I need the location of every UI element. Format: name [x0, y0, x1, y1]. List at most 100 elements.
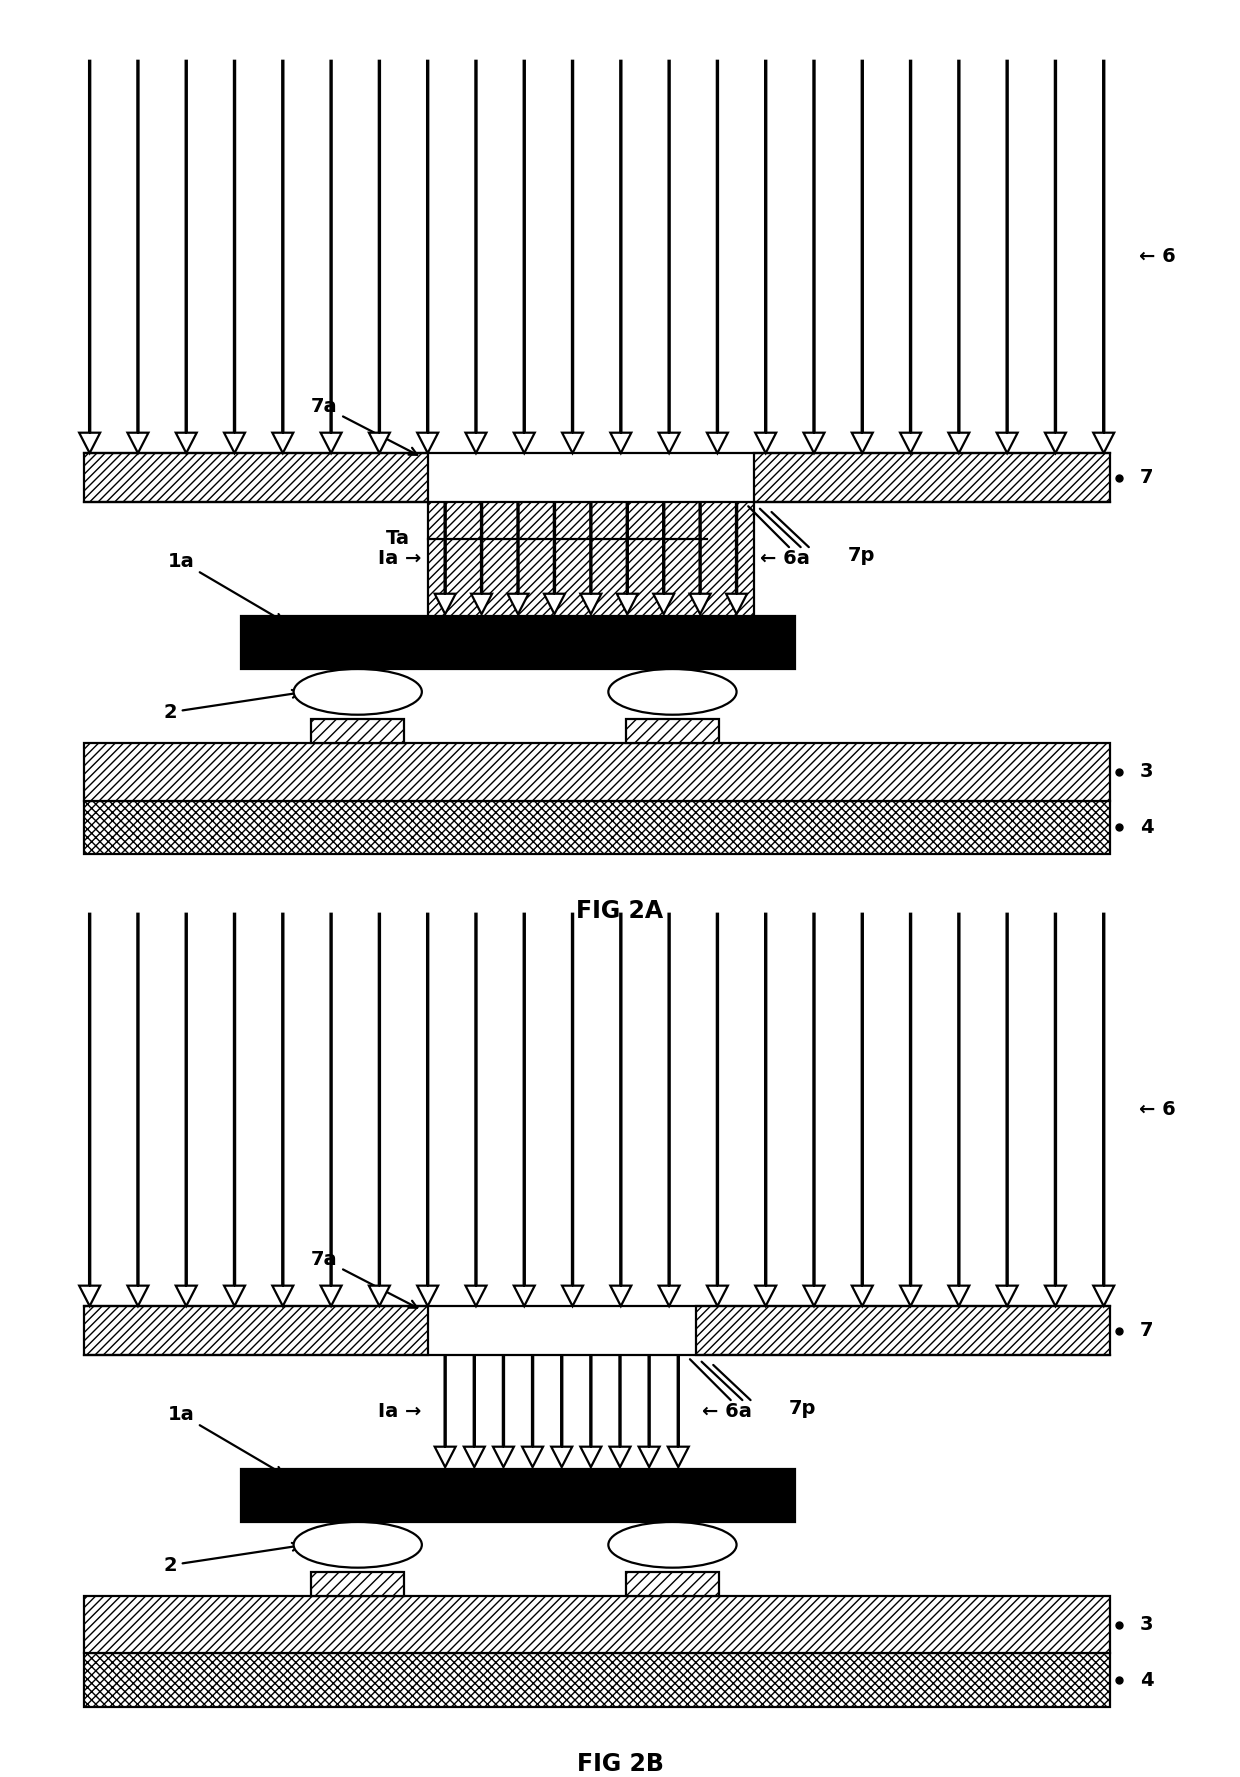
FancyArrow shape	[494, 1356, 513, 1468]
FancyArrow shape	[465, 913, 486, 1306]
FancyArrow shape	[513, 60, 534, 453]
FancyArrow shape	[435, 503, 455, 615]
FancyArrow shape	[522, 1356, 543, 1468]
FancyArrow shape	[417, 913, 438, 1306]
FancyArrow shape	[804, 913, 825, 1306]
FancyArrow shape	[273, 60, 294, 453]
FancyArrow shape	[804, 60, 825, 453]
FancyArrow shape	[997, 913, 1018, 1306]
FancyArrow shape	[658, 60, 680, 453]
Ellipse shape	[609, 1521, 737, 1567]
FancyArrow shape	[435, 1356, 455, 1468]
Text: ← 6: ← 6	[1138, 1100, 1176, 1120]
Bar	[696, 1306, 1110, 1356]
FancyArrow shape	[900, 913, 921, 1306]
Text: 4: 4	[1140, 817, 1153, 837]
Bar	[84, 1653, 1110, 1706]
Bar	[754, 453, 1110, 503]
Text: 7p: 7p	[789, 1398, 816, 1418]
FancyArrow shape	[658, 913, 680, 1306]
FancyArrow shape	[417, 60, 438, 453]
FancyArrow shape	[755, 60, 776, 453]
FancyArrow shape	[610, 60, 631, 453]
FancyArrow shape	[580, 503, 601, 615]
Text: ← 6: ← 6	[1138, 247, 1176, 267]
FancyArrow shape	[562, 913, 583, 1306]
FancyArrow shape	[273, 913, 294, 1306]
Text: 3: 3	[1140, 1615, 1153, 1635]
FancyArrow shape	[513, 913, 534, 1306]
Ellipse shape	[294, 668, 422, 714]
Text: 1a: 1a	[167, 1406, 283, 1475]
FancyArrow shape	[562, 60, 583, 453]
FancyArrow shape	[176, 913, 197, 1306]
Bar	[84, 1306, 428, 1356]
Bar	[84, 800, 1110, 853]
Bar	[84, 453, 428, 503]
FancyArrow shape	[544, 503, 565, 615]
Text: FIG 2B: FIG 2B	[577, 1752, 663, 1775]
FancyArrow shape	[1045, 913, 1066, 1306]
Text: 1a: 1a	[167, 553, 283, 622]
FancyArrow shape	[852, 60, 873, 453]
FancyArrow shape	[639, 1356, 660, 1468]
Bar	[241, 1470, 795, 1521]
FancyArrow shape	[689, 503, 711, 615]
Bar	[311, 718, 404, 743]
FancyArrow shape	[471, 503, 492, 615]
FancyArrow shape	[1094, 913, 1115, 1306]
Text: 2: 2	[164, 1542, 300, 1574]
Ellipse shape	[609, 668, 737, 714]
FancyArrow shape	[465, 60, 486, 453]
Text: 7p: 7p	[847, 546, 874, 565]
FancyArrow shape	[368, 60, 389, 453]
Bar	[311, 1573, 404, 1596]
FancyArrow shape	[949, 913, 970, 1306]
FancyArrow shape	[1045, 60, 1066, 453]
FancyArrow shape	[79, 913, 100, 1306]
Text: ← 6a: ← 6a	[702, 1402, 751, 1422]
Text: 7: 7	[1140, 467, 1153, 487]
FancyArrow shape	[755, 913, 776, 1306]
Text: 7a: 7a	[311, 398, 417, 455]
Text: FIG 2A: FIG 2A	[577, 899, 663, 922]
FancyArrow shape	[1094, 60, 1115, 453]
FancyArrow shape	[610, 1356, 630, 1468]
Text: 7a: 7a	[311, 1251, 417, 1308]
FancyArrow shape	[653, 503, 675, 615]
FancyArrow shape	[668, 1356, 688, 1468]
Bar	[428, 503, 754, 617]
FancyArrow shape	[321, 60, 341, 453]
FancyArrow shape	[368, 913, 389, 1306]
Text: Ia →: Ia →	[378, 549, 422, 569]
Bar	[626, 1573, 719, 1596]
Bar	[626, 718, 719, 743]
FancyArrow shape	[949, 60, 970, 453]
Bar	[84, 743, 1110, 800]
FancyArrow shape	[707, 913, 728, 1306]
Ellipse shape	[294, 1521, 422, 1567]
FancyArrow shape	[224, 913, 246, 1306]
FancyArrow shape	[580, 1356, 601, 1468]
Text: 4: 4	[1140, 1670, 1153, 1690]
FancyArrow shape	[79, 60, 100, 453]
FancyArrow shape	[176, 60, 197, 453]
Text: 7: 7	[1140, 1320, 1153, 1340]
FancyArrow shape	[610, 913, 631, 1306]
FancyArrow shape	[616, 503, 637, 615]
FancyArrow shape	[224, 60, 246, 453]
Text: 2: 2	[164, 689, 300, 721]
FancyArrow shape	[707, 60, 728, 453]
Text: 3: 3	[1140, 762, 1153, 782]
Bar	[84, 1596, 1110, 1653]
Bar	[241, 617, 795, 668]
FancyArrow shape	[507, 503, 528, 615]
FancyArrow shape	[997, 60, 1018, 453]
FancyArrow shape	[727, 503, 746, 615]
FancyArrow shape	[128, 913, 149, 1306]
FancyArrow shape	[852, 913, 873, 1306]
FancyArrow shape	[552, 1356, 572, 1468]
FancyArrow shape	[128, 60, 149, 453]
Text: ← 6a: ← 6a	[760, 549, 810, 569]
Text: Ia →: Ia →	[378, 1402, 422, 1422]
